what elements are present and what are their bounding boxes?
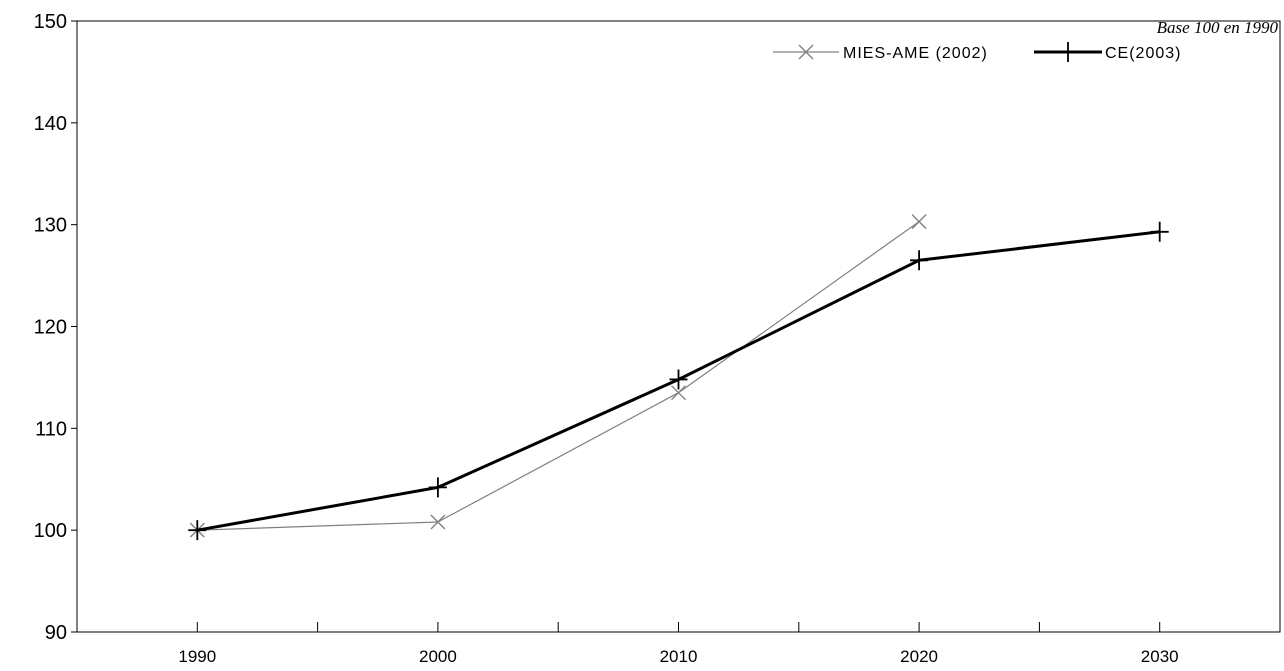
y-tick-label: 100 <box>34 520 67 542</box>
data-point <box>1150 221 1169 242</box>
series-1 <box>189 214 927 538</box>
data-point <box>188 520 207 541</box>
series-line <box>197 221 920 531</box>
y-tick-label: 150 <box>34 11 67 33</box>
data-point <box>428 477 447 498</box>
y-tick-label: 120 <box>34 317 67 339</box>
base-note: Base 100 en 1990 <box>1157 18 1279 37</box>
legend-marker-2 <box>1059 42 1077 62</box>
y-tick-label: 130 <box>34 215 67 237</box>
plot-border <box>76 20 1281 633</box>
data-point <box>669 369 688 390</box>
x-tick-label: 1990 <box>178 647 216 666</box>
x-tick-label: 2000 <box>419 647 457 666</box>
y-tick-label: 90 <box>45 622 67 644</box>
plot-frame <box>76 20 1281 633</box>
legend-label-2: CE(2003) <box>1105 45 1181 62</box>
legend: MIES-AME (2002) CE(2003) <box>773 42 1181 62</box>
legend-label-1: MIES-AME (2002) <box>843 45 988 62</box>
data-point <box>671 385 686 401</box>
series-layer <box>188 214 1169 541</box>
data-point <box>430 514 446 530</box>
x-axis: 1990 2000 2010 2020 2030 <box>76 622 1281 666</box>
series-2 <box>188 221 1169 541</box>
data-point <box>911 214 927 230</box>
y-tick-label: 110 <box>35 418 67 440</box>
x-tick-label: 2010 <box>660 647 698 666</box>
y-axis: 90 100 110 120 130 140 150 <box>34 11 77 644</box>
legend-marker-1 <box>798 44 814 60</box>
y-tick-label: 140 <box>34 113 67 135</box>
data-point <box>910 250 929 271</box>
x-tick-label: 2020 <box>900 647 938 666</box>
x-tick-label: 2030 <box>1141 647 1179 666</box>
